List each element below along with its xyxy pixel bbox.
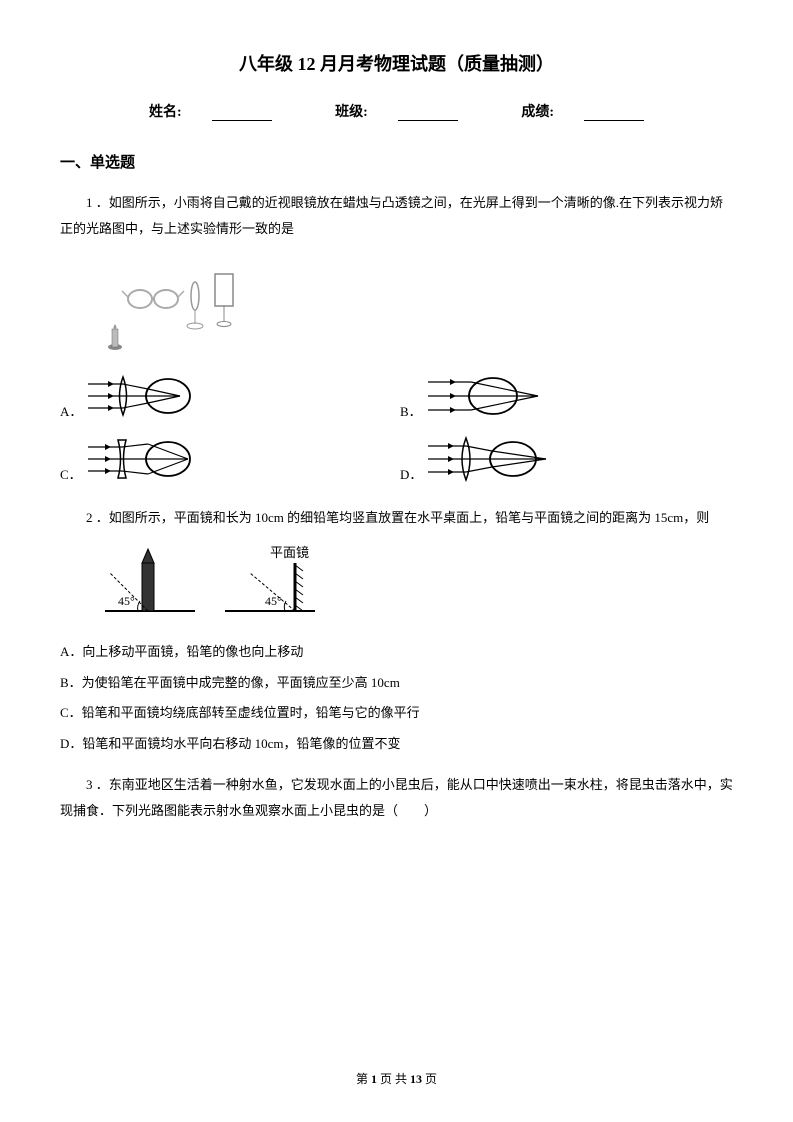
q2-diagram: 45° 45° 平面镜 <box>100 543 733 623</box>
svg-text:45°: 45° <box>118 594 135 608</box>
class-blank[interactable] <box>398 107 458 121</box>
q1-options-row-1: A． B． <box>60 369 733 424</box>
exam-title: 八年级 12 月月考物理试题（质量抽测） <box>60 50 733 76</box>
page-footer: 第 1 页 共 13 页 <box>0 1070 793 1087</box>
q1-option-b: B． <box>400 369 568 424</box>
name-field: 姓名: <box>134 105 287 120</box>
q2-option-c: C．铅笔和平面镜均绕底部转至虚线位置时，铅笔与它的像平行 <box>60 699 733 728</box>
question-1: 1 ．如图所示，小雨将自己戴的近视眼镜放在蜡烛与凸透镜之间，在光屏上得到一个清晰… <box>60 190 733 242</box>
q1-option-d: D． <box>400 432 568 487</box>
eye-diagram-d <box>428 432 568 487</box>
svg-text:45°: 45° <box>265 594 282 608</box>
section-header: 一、单选题 <box>60 151 733 172</box>
eye-diagram-a <box>88 369 218 424</box>
question-3: 3 ．东南亚地区生活着一种射水鱼，它发现水面上的小昆虫后，能从口中快速喷出一束水… <box>60 772 733 824</box>
eye-diagram-b <box>428 369 568 424</box>
mirror-label: 平面镜 <box>270 545 309 560</box>
q2-option-a: A．向上移动平面镜，铅笔的像也向上移动 <box>60 638 733 667</box>
name-blank[interactable] <box>212 107 272 121</box>
q2-option-d: D．铅笔和平面镜均水平向右移动 10cm，铅笔像的位置不变 <box>60 730 733 759</box>
score-field: 成绩: <box>506 105 659 120</box>
q1-options-row-2: C． D． <box>60 432 733 487</box>
score-blank[interactable] <box>584 107 644 121</box>
eye-diagram-c <box>88 432 218 487</box>
class-field: 班级: <box>320 105 473 120</box>
q1-option-c: C． <box>60 432 400 487</box>
q1-option-a: A． <box>60 369 400 424</box>
info-line: 姓名: 班级: 成绩: <box>60 101 733 121</box>
question-2: 2 ．如图所示，平面镜和长为 10cm 的细铅笔均竖直放置在水平桌面上，铅笔与平… <box>60 505 733 531</box>
q2-option-b: B．为使铅笔在平面镜中成完整的像，平面镜应至少高 10cm <box>60 669 733 698</box>
q1-setup-diagram <box>100 254 733 354</box>
